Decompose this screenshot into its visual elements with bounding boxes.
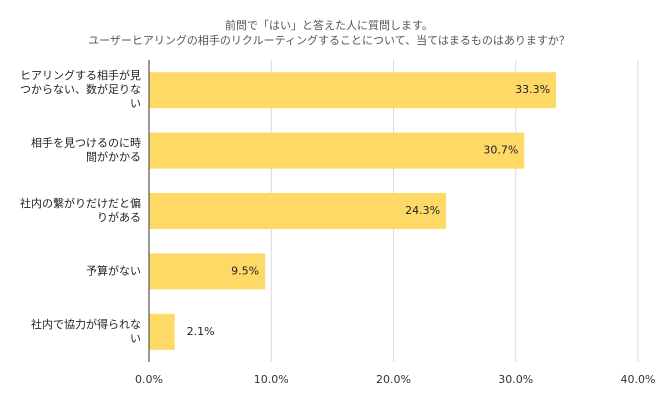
category-label-line: りがある (97, 210, 141, 224)
category-label-line: 間がかかる (86, 150, 141, 164)
x-tick-label: 20.0% (376, 373, 411, 386)
category-label-line: 社内の繋がりだけだと偏 (20, 196, 141, 210)
category-label: 予算がない (86, 263, 141, 277)
bars (149, 72, 557, 350)
value-labels: 33.3% 30.7% 24.3% 9.5% 2.1% (187, 83, 550, 338)
data-label: 33.3% (515, 83, 550, 96)
category-label: 社内で協力が得られない (31, 317, 141, 345)
chart-title: 前問で「はい」と答えた人に質問します。 ユーザーヒアリングの相手のリクルーティン… (0, 18, 658, 48)
category-label-line: つからない、数が足りな (20, 82, 141, 96)
category-label: 相手を見つけるのに時間がかかる (31, 136, 141, 164)
category-label-line: い (130, 332, 141, 345)
category-label-line: い (130, 97, 141, 110)
bar (149, 193, 447, 229)
x-tick-label: 0.0% (135, 373, 163, 386)
x-axis-tick-labels: 0.0% 10.0% 20.0% 30.0% 40.0% (135, 373, 655, 386)
bar (149, 253, 266, 290)
bar (149, 72, 557, 109)
data-label: 30.7% (483, 144, 518, 157)
data-label: 24.3% (405, 204, 440, 217)
data-label: 9.5% (231, 264, 259, 277)
bar (149, 132, 525, 169)
x-tick-label: 40.0% (621, 373, 656, 386)
chart-title-line-2: ユーザーヒアリングの相手のリクルーティングすることについて、当てはまるものはあり… (88, 34, 570, 47)
category-label-line: 予算がない (86, 263, 141, 277)
category-label: ヒアリングする相手が見つからない、数が足りない (20, 68, 141, 110)
category-label-line: 社内で協力が得られな (31, 317, 141, 331)
x-tick-label: 30.0% (498, 373, 533, 386)
category-label-line: ヒアリングする相手が見 (20, 68, 141, 82)
x-tick-label: 10.0% (254, 373, 289, 386)
chart-title-line-1: 前問で「はい」と答えた人に質問します。 (225, 19, 433, 32)
category-labels: ヒアリングする相手が見つからない、数が足りない相手を見つけるのに時間がかかる社内… (20, 68, 141, 345)
category-label: 社内の繋がりだけだと偏りがある (20, 196, 141, 224)
data-label: 2.1% (187, 325, 215, 338)
category-label-line: 相手を見つけるのに時 (31, 136, 141, 150)
bar (149, 313, 175, 350)
